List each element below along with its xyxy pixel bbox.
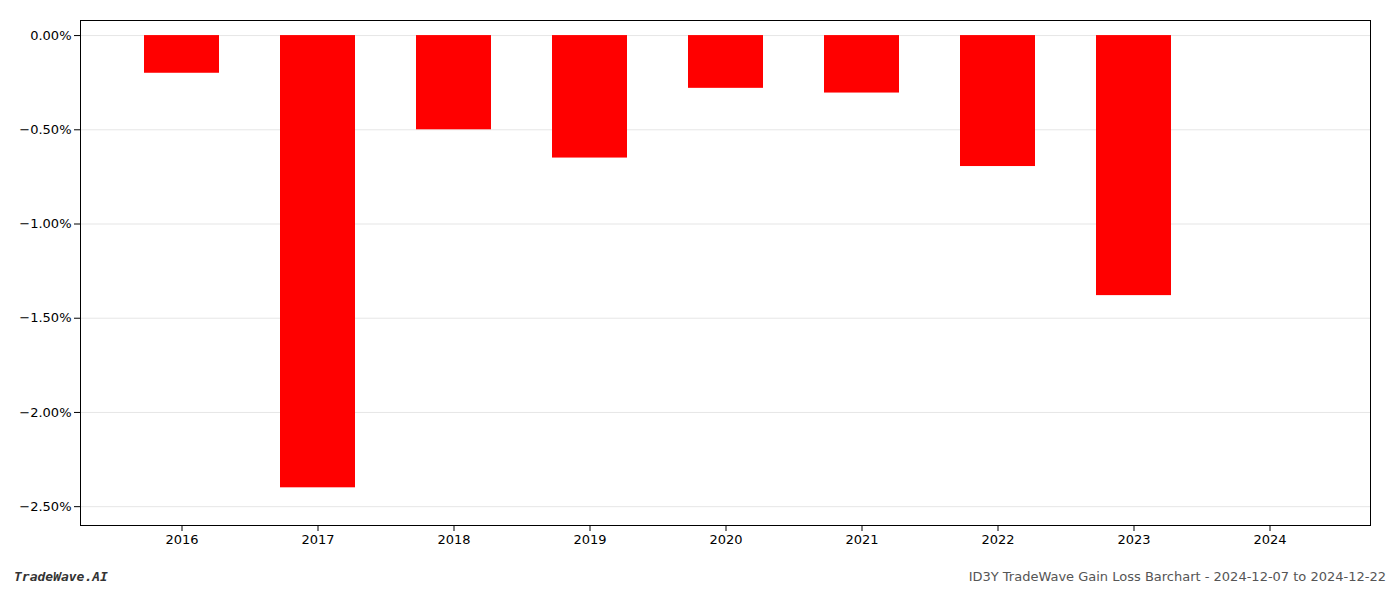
svg-text:−1.00%: −1.00%	[19, 216, 71, 231]
html-text:TradeWave.AI: TradeWave.AI	[14, 569, 108, 584]
svg-text:2017: 2017	[301, 532, 334, 547]
svg-text:2021: 2021	[845, 532, 878, 547]
html-text:ID3Y TradeWave Gain Loss Barch: ID3Y TradeWave Gain Loss Barchart - 2024…	[968, 569, 1386, 584]
svg-text:2020: 2020	[709, 532, 742, 547]
svg-text:2023: 2023	[1117, 532, 1150, 547]
svg-text:−2.50%: −2.50%	[19, 499, 71, 514]
svg-text:2016: 2016	[165, 532, 198, 547]
svg-text:2022: 2022	[981, 532, 1014, 547]
svg-text:−2.00%: −2.00%	[19, 405, 71, 420]
svg-text:2024: 2024	[1253, 532, 1286, 547]
svg-text:−0.50%: −0.50%	[19, 122, 71, 137]
svg-text:0.00%: 0.00%	[30, 28, 71, 43]
svg-text:2018: 2018	[437, 532, 470, 547]
svg-text:−1.50%: −1.50%	[19, 310, 71, 325]
svg-text:2019: 2019	[573, 532, 606, 547]
